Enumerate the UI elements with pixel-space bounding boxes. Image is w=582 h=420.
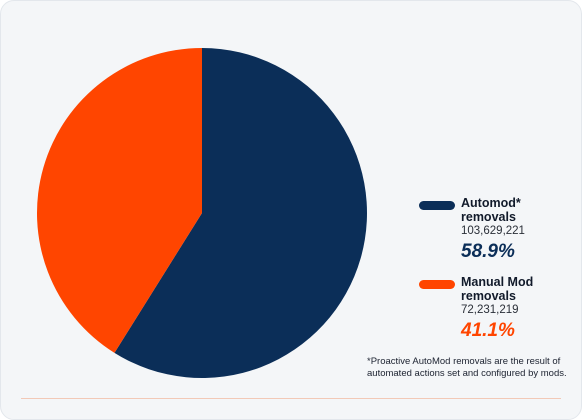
pie-chart [37,48,367,378]
pie-slice-manual [37,48,203,353]
legend-percent-manual: 41.1% [461,320,515,341]
footnote: *Proactive AutoMod removals are the resu… [367,356,567,379]
legend-count-automod: 103,629,221 [461,225,525,237]
legend-count-manual: 72,231,219 [461,304,519,316]
pie-slice-automod [114,48,367,378]
legend-name-automod-line2: removals [461,210,516,224]
legend-name-manual-line1: Manual Mod [461,275,534,289]
legend-name-manual-line2: removals [461,289,516,303]
divider-line [21,398,561,399]
legend-percent-automod: 58.9% [461,241,515,262]
legend-name-automod-line1: Automod* [461,196,521,210]
legend-swatch-manual [419,280,455,289]
legend-swatch-automod [419,201,455,210]
